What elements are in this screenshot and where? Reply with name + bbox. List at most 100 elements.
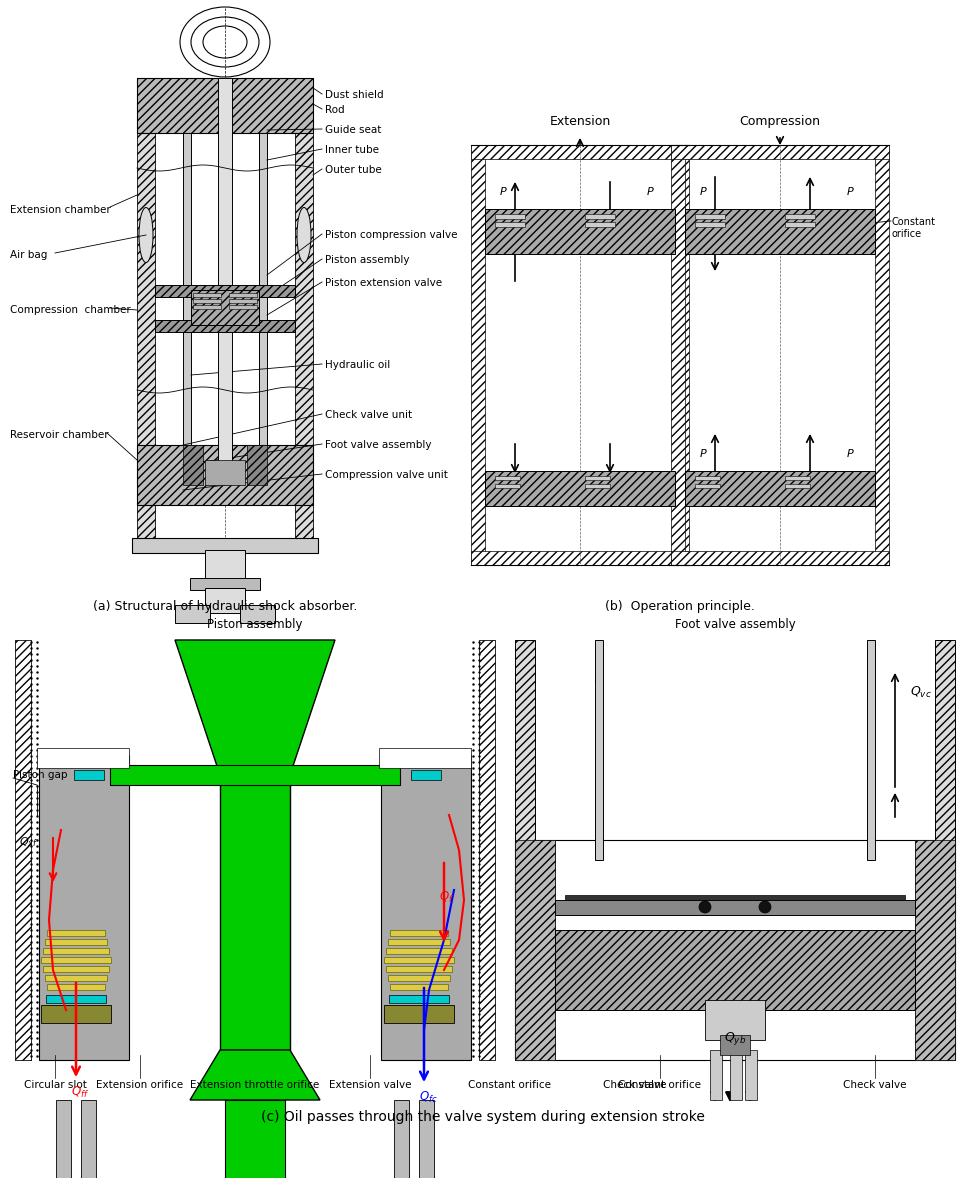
Text: $Q_{ff}$: $Q_{ff}$ — [71, 1085, 89, 1100]
Text: Extension chamber: Extension chamber — [10, 205, 111, 216]
Bar — [710, 1050, 722, 1100]
Polygon shape — [190, 1050, 320, 1100]
Text: Guide seat: Guide seat — [325, 125, 381, 135]
Ellipse shape — [139, 207, 153, 263]
Polygon shape — [175, 640, 335, 775]
Bar — [43, 948, 109, 954]
Bar — [565, 895, 905, 900]
Circle shape — [699, 901, 711, 913]
Text: Foot valve assembly: Foot valve assembly — [675, 618, 796, 631]
Bar — [191, 290, 259, 325]
Text: Constant orifice: Constant orifice — [468, 1080, 551, 1090]
Bar — [585, 484, 610, 488]
Text: P: P — [647, 187, 654, 197]
Text: Check valve unit: Check valve unit — [325, 410, 412, 421]
Bar — [394, 1100, 409, 1178]
Bar — [240, 605, 275, 623]
Bar — [183, 133, 191, 470]
Bar — [695, 221, 725, 227]
Bar — [205, 459, 245, 485]
Bar — [495, 214, 525, 219]
Bar — [479, 640, 495, 1060]
Ellipse shape — [191, 16, 259, 67]
Bar — [137, 78, 155, 550]
Bar — [259, 133, 267, 470]
Text: (a) Structural of hydraulic shock absorber.: (a) Structural of hydraulic shock absorb… — [93, 600, 357, 613]
Bar — [785, 214, 815, 219]
Bar — [685, 209, 875, 254]
Text: Inner tube: Inner tube — [325, 145, 379, 155]
Bar — [867, 640, 875, 860]
Bar — [39, 755, 129, 1060]
Bar — [515, 840, 555, 1060]
Ellipse shape — [180, 7, 270, 77]
Text: Rod: Rod — [325, 105, 344, 115]
Bar — [190, 578, 260, 590]
Text: $Q_{yb}$: $Q_{yb}$ — [724, 1030, 747, 1047]
Bar — [37, 748, 129, 768]
Bar — [585, 214, 615, 219]
Bar — [41, 1005, 111, 1023]
Text: Piston assembly: Piston assembly — [325, 254, 409, 265]
Bar — [471, 145, 689, 159]
Text: P: P — [847, 187, 853, 197]
Text: Dust shield: Dust shield — [325, 90, 384, 100]
Bar — [193, 293, 221, 297]
Bar — [379, 748, 471, 768]
Text: Extension orifice: Extension orifice — [97, 1080, 184, 1090]
Bar — [295, 78, 313, 550]
Bar — [705, 1000, 765, 1040]
Text: $Q_{xf}$: $Q_{xf}$ — [19, 835, 38, 849]
Bar — [205, 588, 245, 613]
Bar — [15, 640, 31, 1060]
Text: Constant
orifice: Constant orifice — [892, 217, 936, 239]
Bar — [915, 840, 955, 1060]
Bar — [479, 640, 495, 1060]
Bar — [110, 765, 400, 785]
Bar — [155, 285, 295, 297]
Text: Extension valve: Extension valve — [329, 1080, 411, 1090]
Text: P: P — [700, 187, 706, 197]
Text: Foot valve assembly: Foot valve assembly — [325, 441, 431, 450]
Bar — [155, 320, 295, 332]
Bar — [132, 538, 318, 552]
Bar — [785, 484, 810, 488]
Bar — [555, 929, 915, 1010]
Bar — [485, 209, 675, 254]
Ellipse shape — [297, 207, 311, 263]
Bar — [137, 445, 313, 505]
Circle shape — [759, 901, 771, 913]
Text: Piston assembly: Piston assembly — [207, 618, 303, 631]
Bar — [471, 551, 689, 565]
Bar — [515, 640, 535, 871]
Text: Extension throttle orifice: Extension throttle orifice — [190, 1080, 320, 1090]
Bar — [74, 770, 104, 780]
Bar — [43, 966, 109, 972]
Bar — [41, 957, 111, 962]
Text: P: P — [847, 449, 853, 459]
Text: P: P — [500, 187, 507, 197]
Bar — [495, 221, 525, 227]
Bar — [384, 957, 454, 962]
Text: Outer tube: Outer tube — [325, 165, 382, 176]
Bar — [183, 445, 203, 485]
Text: $Q_{vc}$: $Q_{vc}$ — [910, 684, 932, 700]
Bar — [295, 78, 313, 550]
Bar — [671, 145, 889, 159]
Bar — [495, 476, 520, 479]
Bar — [585, 221, 615, 227]
Bar — [745, 1050, 757, 1100]
Text: (b)  Operation principle.: (b) Operation principle. — [605, 600, 755, 613]
Bar — [419, 1100, 434, 1178]
Bar — [81, 1100, 96, 1178]
Bar — [595, 640, 603, 860]
Bar — [45, 939, 107, 945]
Text: Extension: Extension — [549, 115, 610, 128]
Text: P: P — [700, 449, 706, 459]
Text: Reservoir chamber: Reservoir chamber — [10, 430, 108, 441]
Bar — [915, 840, 955, 1060]
Bar — [495, 484, 520, 488]
Bar — [220, 775, 290, 1050]
Ellipse shape — [203, 26, 247, 58]
Bar — [720, 1035, 750, 1055]
